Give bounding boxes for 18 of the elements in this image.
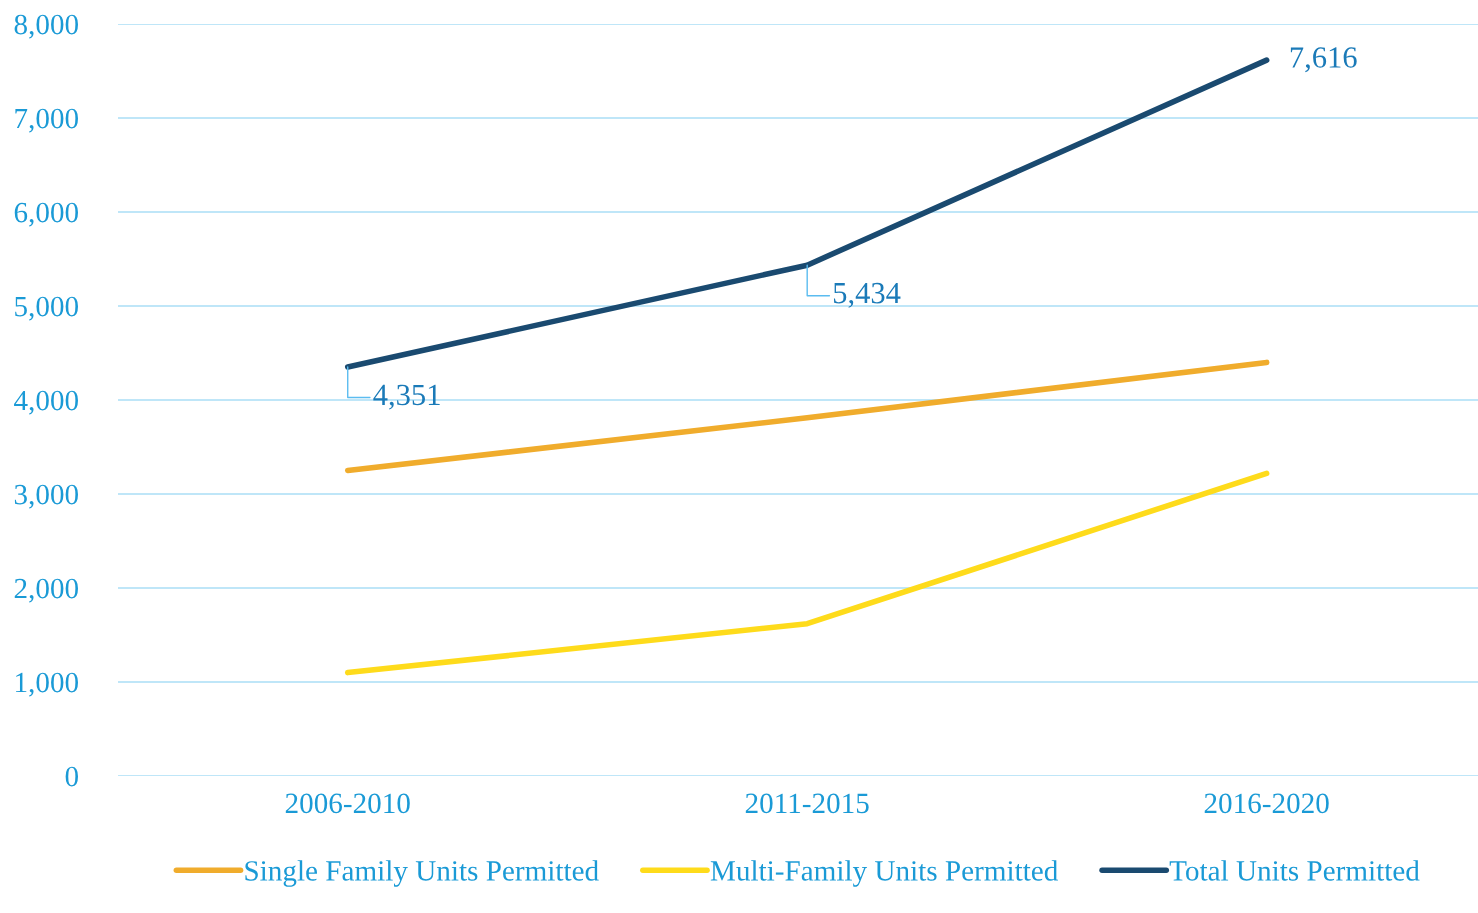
y-tick-label: 1,000: [16, 672, 78, 697]
x-tick-label: 2011-2015: [745, 793, 869, 814]
y-tick-label: 2,000: [14, 578, 78, 603]
data-label: 5,434: [833, 282, 901, 308]
y-tick-label: 4,000: [14, 390, 78, 415]
legend-label: Total Units Permitted: [1169, 860, 1420, 881]
y-tick-label: 6,000: [14, 202, 78, 227]
y-tick-label: 0: [65, 766, 78, 787]
legend-label: Multi-Family Units Permitted: [710, 860, 1058, 887]
legend-label: Single Family Units Permitted: [245, 860, 599, 887]
y-tick-label: 8,000: [14, 14, 78, 39]
y-tick-label: 5,000: [15, 296, 78, 321]
data-label: 4,351: [373, 384, 440, 410]
y-tick-label: 7,000: [15, 108, 78, 133]
y-tick-label: 3,000: [14, 484, 78, 509]
data-label: 7,616: [1290, 47, 1357, 73]
x-tick-label: 2006-2010: [285, 793, 410, 814]
x-tick-label: 2016-2020: [1204, 793, 1329, 814]
